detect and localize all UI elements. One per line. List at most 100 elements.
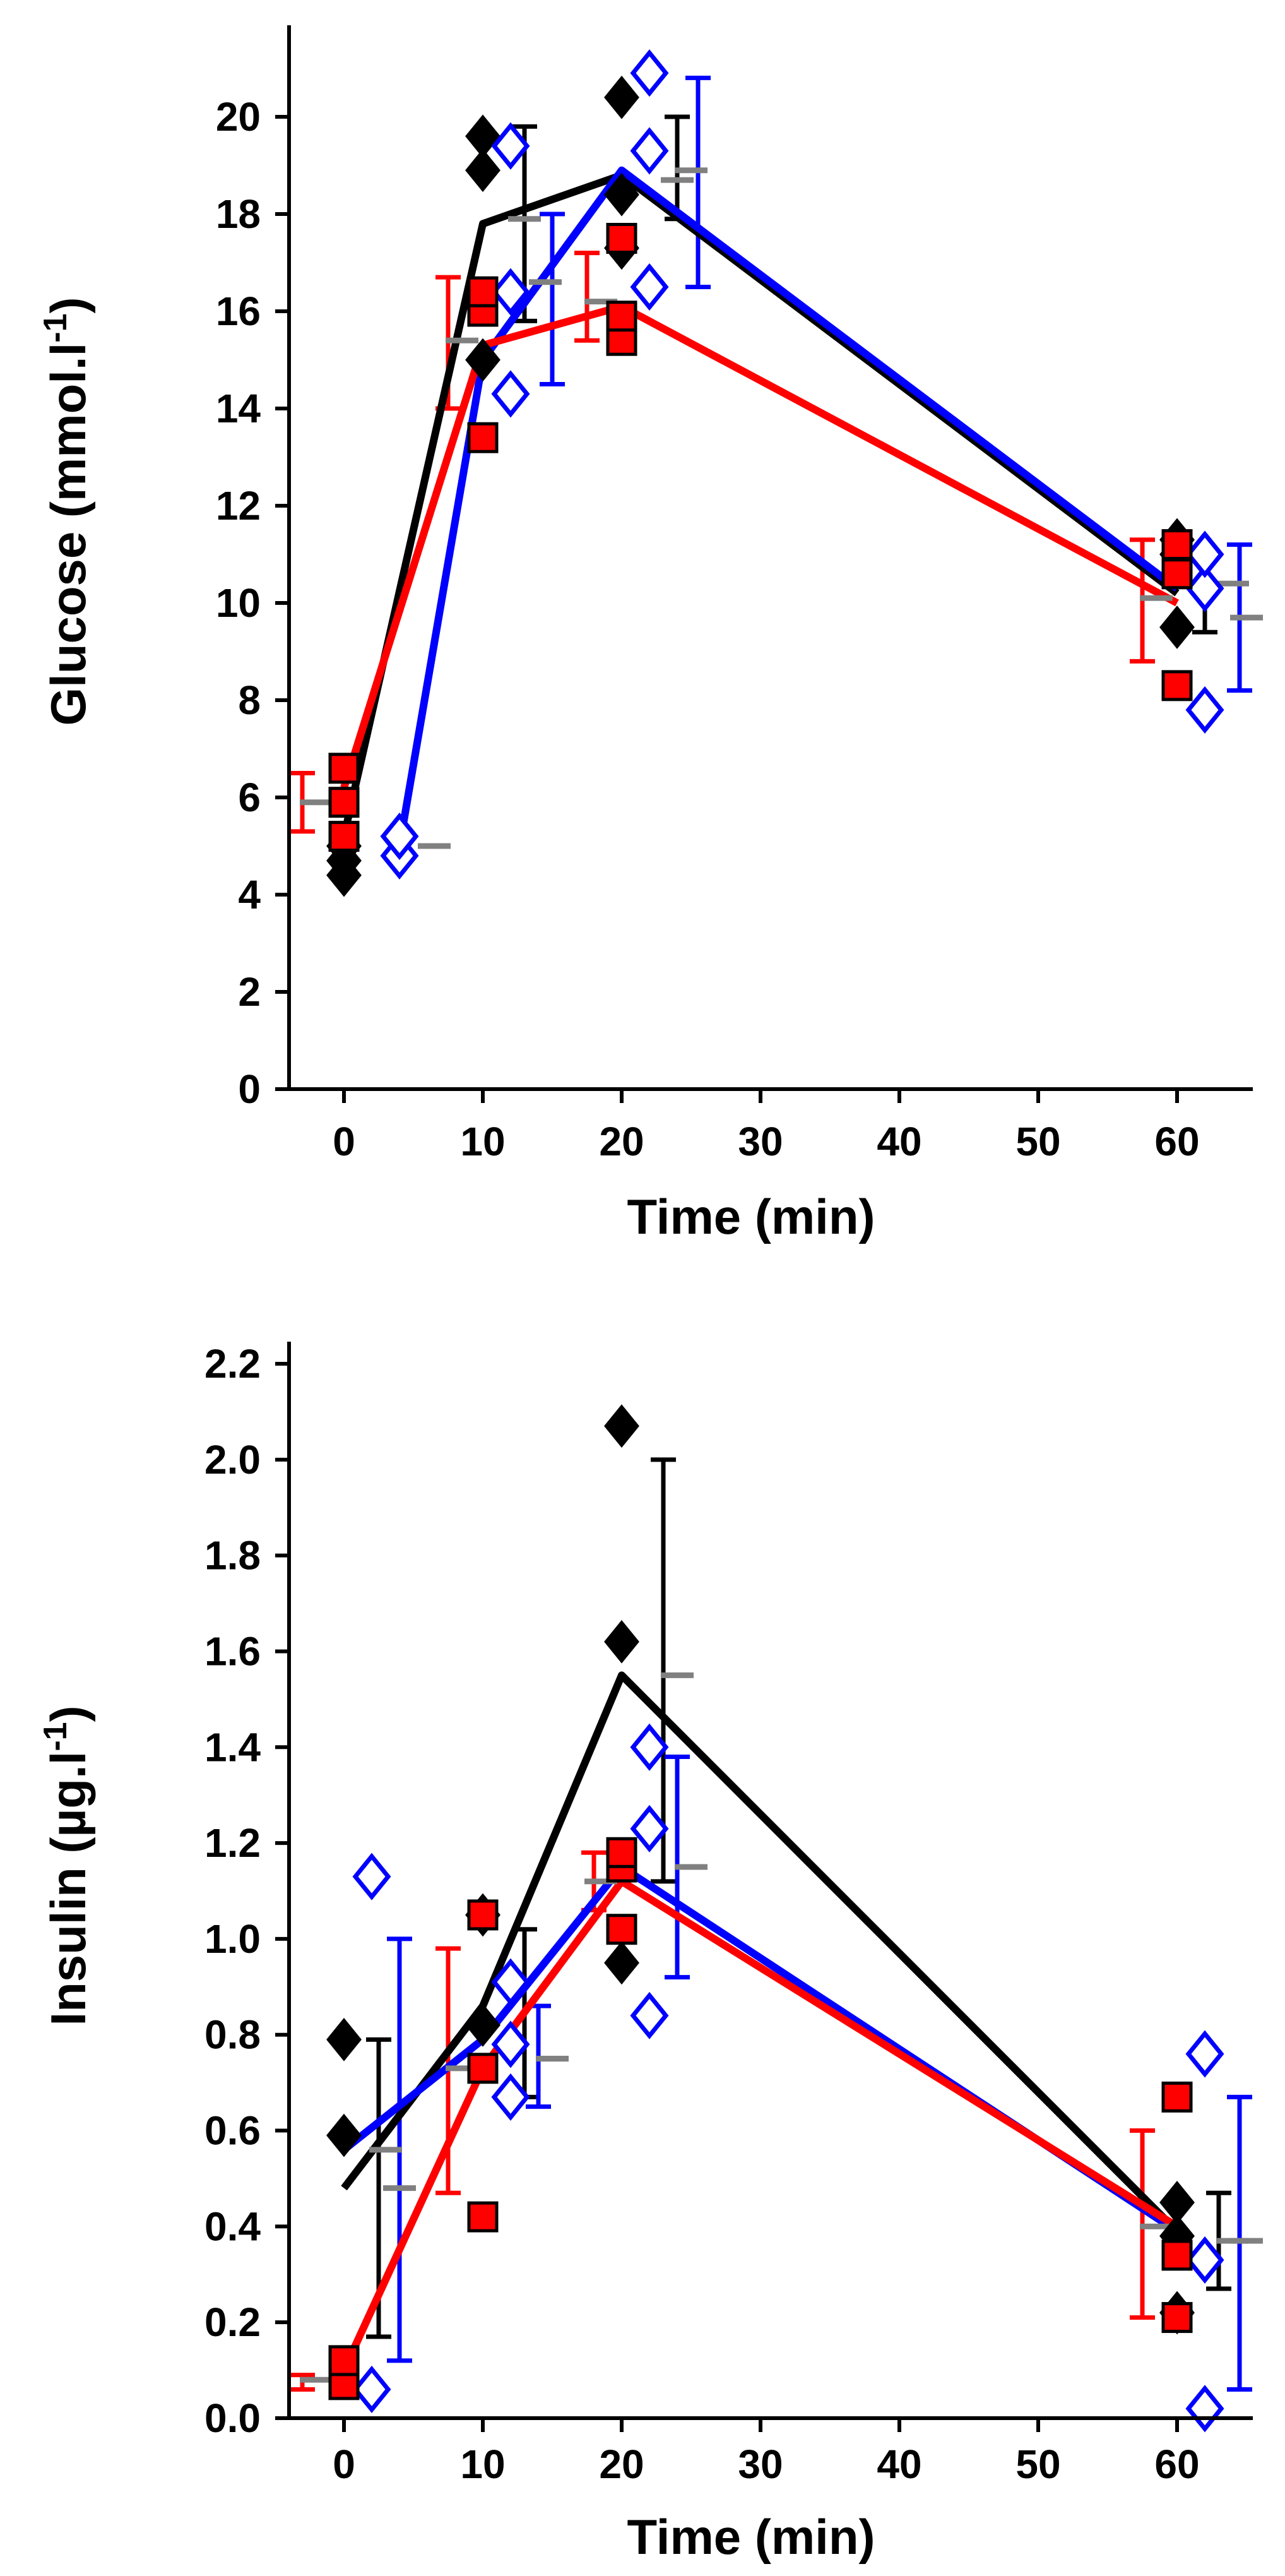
insulin-x-tick-label: 0: [333, 2442, 355, 2487]
glucose-x-tick-label: 10: [460, 1119, 505, 1164]
insulin-y-tick-label: 0.8: [204, 2012, 261, 2058]
glucose-blue-data-point: [630, 127, 669, 175]
glucose-y-tick-label: 0: [238, 1066, 261, 1112]
insulin-y-tick-label: 0.4: [204, 2203, 261, 2249]
glucose-black-data-point: [465, 114, 500, 158]
insulin-y-tick-label: 0.6: [204, 2108, 261, 2154]
glucose-red-data-point: [606, 223, 637, 254]
insulin-y-tick-label: 0.2: [204, 2299, 261, 2345]
glucose-y-tick-label: 2: [238, 969, 261, 1015]
insulin-blue-data-point: [630, 1991, 669, 2039]
insulin-chart: Insulin (µg.l-1) 0.0 0.2 0.4 0.6 0.8 1.0 1.2 1.…: [37, 1341, 1263, 2565]
glucose-x-axis-title: Time (min): [627, 1189, 875, 1244]
insulin-y-tick-label: 1.6: [204, 1628, 261, 1674]
glucose-red-data-point: [467, 276, 499, 307]
insulin-red-data-point: [1161, 2302, 1193, 2334]
insulin-red-data-point: [467, 2053, 499, 2084]
insulin-blue-data-point: [1185, 2236, 1224, 2284]
glucose-red-data-point: [328, 753, 360, 784]
glucose-blue-data-point: [630, 263, 669, 311]
glucose-red-data-point: [1161, 670, 1193, 701]
insulin-black-data-point: [465, 2003, 500, 2047]
insulin-black-data-point: [326, 2017, 362, 2061]
glucose-blue-data-point: [1185, 530, 1224, 578]
glucose-y-tick-label: 8: [238, 677, 261, 723]
insulin-x-ticks: 0 10 20 30 40 50 60: [333, 2418, 1200, 2487]
glucose-black-data-point: [1159, 605, 1195, 649]
insulin-red-data-point: [606, 1914, 637, 1945]
glucose-y-tick-label: 10: [216, 580, 261, 626]
glucose-red-data-point: [467, 422, 499, 453]
glucose-blue-data-point: [1185, 564, 1224, 612]
glucose-red-data-point: [328, 821, 360, 852]
glucose-red-data-point: [1161, 558, 1193, 590]
insulin-x-axis-title: Time (min): [627, 2509, 875, 2565]
insulin-x-tick-label: 20: [599, 2442, 644, 2487]
glucose-blue-data-point: [491, 122, 530, 170]
glucose-y-tick-label: 20: [216, 94, 261, 140]
glucose-x-ticks: 0 10 20 30 40 50 60: [333, 1089, 1200, 1164]
insulin-y-tick-label: 0.0: [204, 2395, 261, 2441]
glucose-red-data-point: [1161, 529, 1193, 561]
glucose-black-series-line: [340, 171, 1180, 837]
insulin-axes: [287, 1342, 1253, 2420]
insulin-blue-data-point: [352, 2365, 391, 2414]
insulin-y-tick-label: 2.0: [204, 1437, 261, 1482]
glucose-blue-data-point: [630, 49, 669, 97]
insulin-red-data-point: [1161, 2239, 1193, 2271]
glucose-x-tick-label: 60: [1154, 1119, 1199, 1164]
insulin-error-bars: [290, 1457, 1252, 2392]
insulin-blue-data-point: [491, 1958, 530, 2006]
insulin-red-data-point: [328, 2345, 360, 2376]
insulin-y-tick-label: 1.8: [204, 1533, 261, 1578]
glucose-series-lines: [340, 166, 1180, 847]
glucose-x-tick-label: 30: [738, 1119, 783, 1164]
glucose-blue-data-point: [491, 268, 530, 316]
insulin-blue-data-point: [630, 1723, 669, 1771]
glucose-y-tick-label: 16: [216, 289, 261, 334]
insulin-series-lines: [340, 1671, 1180, 2372]
glucose-red-series-line: [340, 302, 1179, 789]
insulin-blue-data-point: [491, 2073, 530, 2121]
glucose-x-tick-label: 0: [333, 1119, 355, 1164]
insulin-y-tick-label: 1.2: [204, 1820, 261, 1866]
insulin-y-tick-label: 1.0: [204, 1916, 261, 1962]
insulin-x-tick-label: 40: [877, 2442, 921, 2487]
glucose-data-points: [326, 49, 1224, 897]
glucose-y-tick-label: 14: [216, 386, 261, 431]
insulin-y-axis-label: Insulin (µg.l-1): [37, 1705, 96, 2025]
glucose-y-tick-label: 18: [216, 191, 261, 237]
glucose-red-data-point: [606, 301, 637, 332]
glucose-blue-data-point: [380, 813, 419, 861]
insulin-blue-data-point: [1185, 2385, 1224, 2433]
insulin-red-data-point: [467, 2201, 499, 2233]
insulin-black-data-point: [604, 1941, 639, 1985]
insulin-black-data-point: [326, 2113, 362, 2157]
insulin-y-ticks: 0.0 0.2 0.4 0.6 0.8 1.0 1.2 1.4 1.6 1.8 2.0 2.2: [204, 1341, 289, 2441]
glucose-x-tick-label: 50: [1016, 1119, 1060, 1164]
glucose-y-tick-label: 6: [238, 775, 261, 820]
insulin-x-tick-label: 50: [1016, 2442, 1060, 2487]
insulin-red-data-point: [1161, 2081, 1193, 2113]
insulin-blue-data-point: [491, 2020, 530, 2068]
insulin-x-tick-label: 30: [738, 2442, 783, 2487]
glucose-blue-data-point: [1185, 686, 1224, 734]
glucose-blue-data-point: [491, 370, 530, 418]
glucose-x-tick-label: 40: [877, 1119, 921, 1164]
glucose-chart: Glucose (mmol.l-1) 0 2 4 6 8 10 12 14 16 18 20 0 10…: [37, 25, 1263, 1244]
insulin-blue-series-line: [341, 1863, 1180, 2234]
insulin-red-data-point: [606, 1837, 637, 1868]
glucose-y-tick-label: 4: [238, 872, 261, 917]
glucose-y-axis-label: Glucose (mmol.l-1): [37, 297, 96, 725]
glucose-y-tick-label: 12: [216, 483, 261, 528]
insulin-data-points: [326, 1404, 1224, 2433]
insulin-black-data-point: [1159, 2181, 1195, 2224]
glucose-black-data-point: [604, 172, 639, 217]
insulin-mean-markers: [300, 1672, 1263, 2383]
insulin-blue-data-point: [352, 1852, 391, 1900]
insulin-x-tick-label: 60: [1154, 2442, 1199, 2487]
insulin-y-axis-title: Insulin (µg.l-1): [37, 1705, 96, 2025]
glucose-mean-markers: [300, 167, 1263, 849]
insulin-black-data-point: [604, 1404, 639, 1448]
insulin-black-data-point: [604, 1619, 639, 1664]
